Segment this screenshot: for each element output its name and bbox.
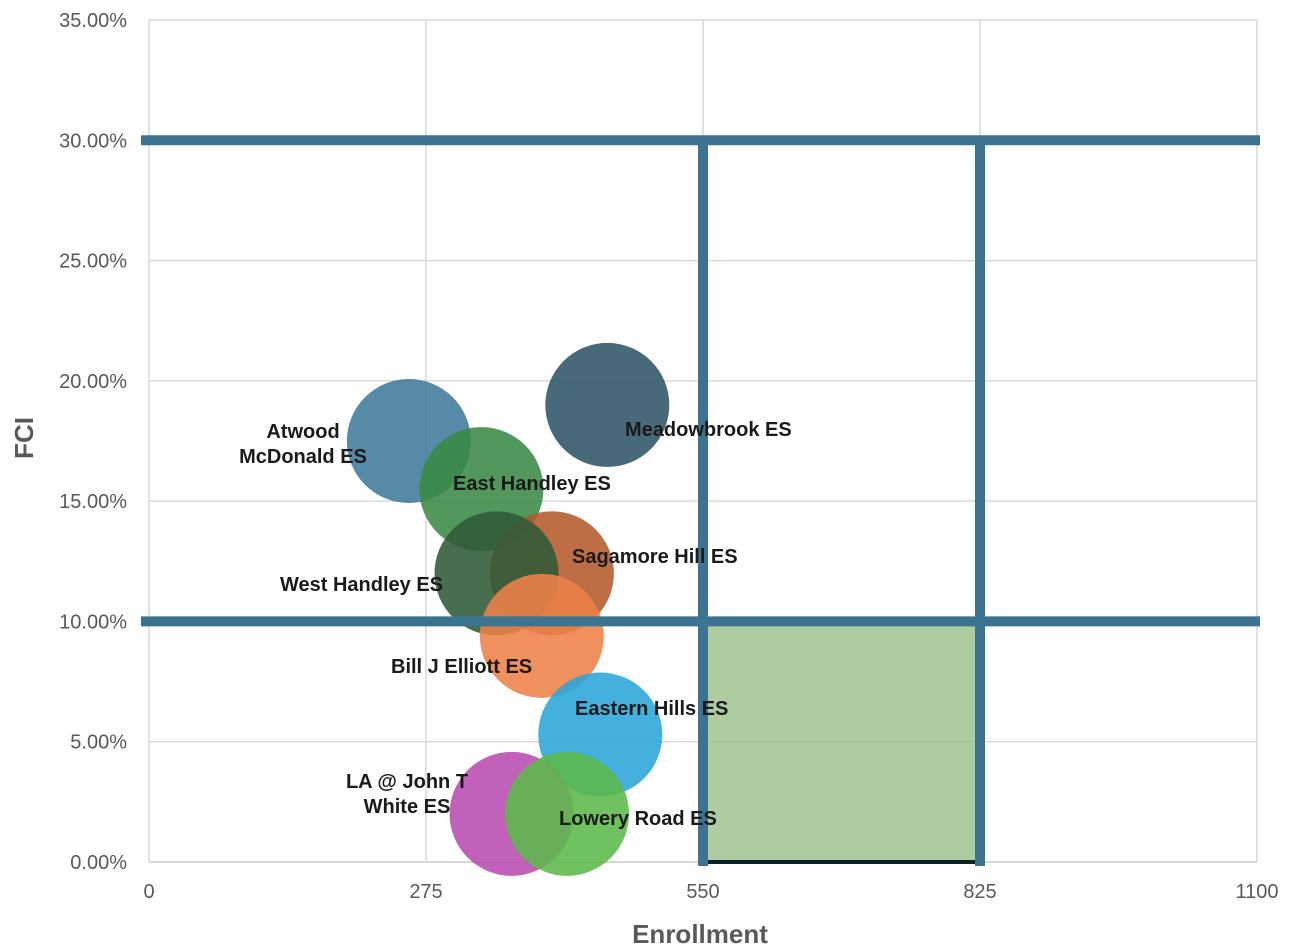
bubble-label-line: Meadowbrook ES [625, 419, 792, 441]
highlight-region [701, 619, 982, 865]
bubble [505, 751, 630, 876]
bubble-label: LA @ John T White ES [346, 771, 468, 818]
bubble-labels: Atwood McDonald ES Meadowbrook ES East Hand… [239, 419, 792, 830]
highlight-region-group [701, 619, 982, 865]
reference-lines [141, 135, 1260, 866]
x-tick-label: 0 [143, 881, 154, 903]
bubble-series [346, 342, 670, 876]
y-tick-label: 15.00% [59, 491, 127, 513]
bubble [479, 573, 604, 698]
tick-labels: 0.00% 5.00% 10.00% 15.00% 20.00% 25.00% 30.00%… [59, 10, 1278, 903]
y-tick-label: 30.00% [59, 130, 127, 152]
bubble-label-line: White ES [364, 796, 451, 818]
bubble-label: West Handley ES [280, 574, 443, 596]
bubble-label-line: Sagamore Hill ES [572, 546, 738, 568]
bubble-label-line: LA @ John T [346, 771, 468, 793]
x-tick-label: 275 [409, 881, 442, 903]
x-tick-label: 1100 [1235, 881, 1278, 903]
bubble [545, 342, 670, 467]
x-axis-title: Enrollment [632, 919, 768, 949]
y-tick-label: 25.00% [59, 251, 127, 273]
bubble-label-line: Lowery Road ES [559, 808, 717, 830]
y-tick-label: 10.00% [59, 611, 127, 633]
bubble-label-line: Atwood [266, 421, 339, 443]
y-tick-label: 35.00% [59, 10, 127, 32]
bubble-label: Atwood McDonald ES [239, 421, 367, 468]
x-tick-label: 550 [686, 881, 719, 903]
y-axis-title: FCI [9, 417, 39, 459]
y-tick-label: 0.00% [70, 852, 127, 874]
bubble-label-line: East Handley ES [453, 473, 611, 495]
bubble-label: East Handley ES [453, 473, 611, 495]
bubble-label-line: Eastern Hills ES [575, 698, 728, 720]
bubble-label-line: Bill J Elliott ES [391, 656, 532, 678]
bubble-label: Meadowbrook ES [625, 419, 792, 441]
bubble-label-line: West Handley ES [280, 574, 443, 596]
y-tick-label: 5.00% [70, 732, 127, 754]
bubble-label: Eastern Hills ES [575, 698, 728, 720]
bubble-label: Lowery Road ES [559, 808, 717, 830]
bubble-label: Bill J Elliott ES [391, 656, 532, 678]
bubble-label: Sagamore Hill ES [572, 546, 738, 568]
y-tick-label: 20.00% [59, 371, 127, 393]
x-tick-label: 825 [963, 881, 996, 903]
bubble-label-line: McDonald ES [239, 446, 367, 468]
